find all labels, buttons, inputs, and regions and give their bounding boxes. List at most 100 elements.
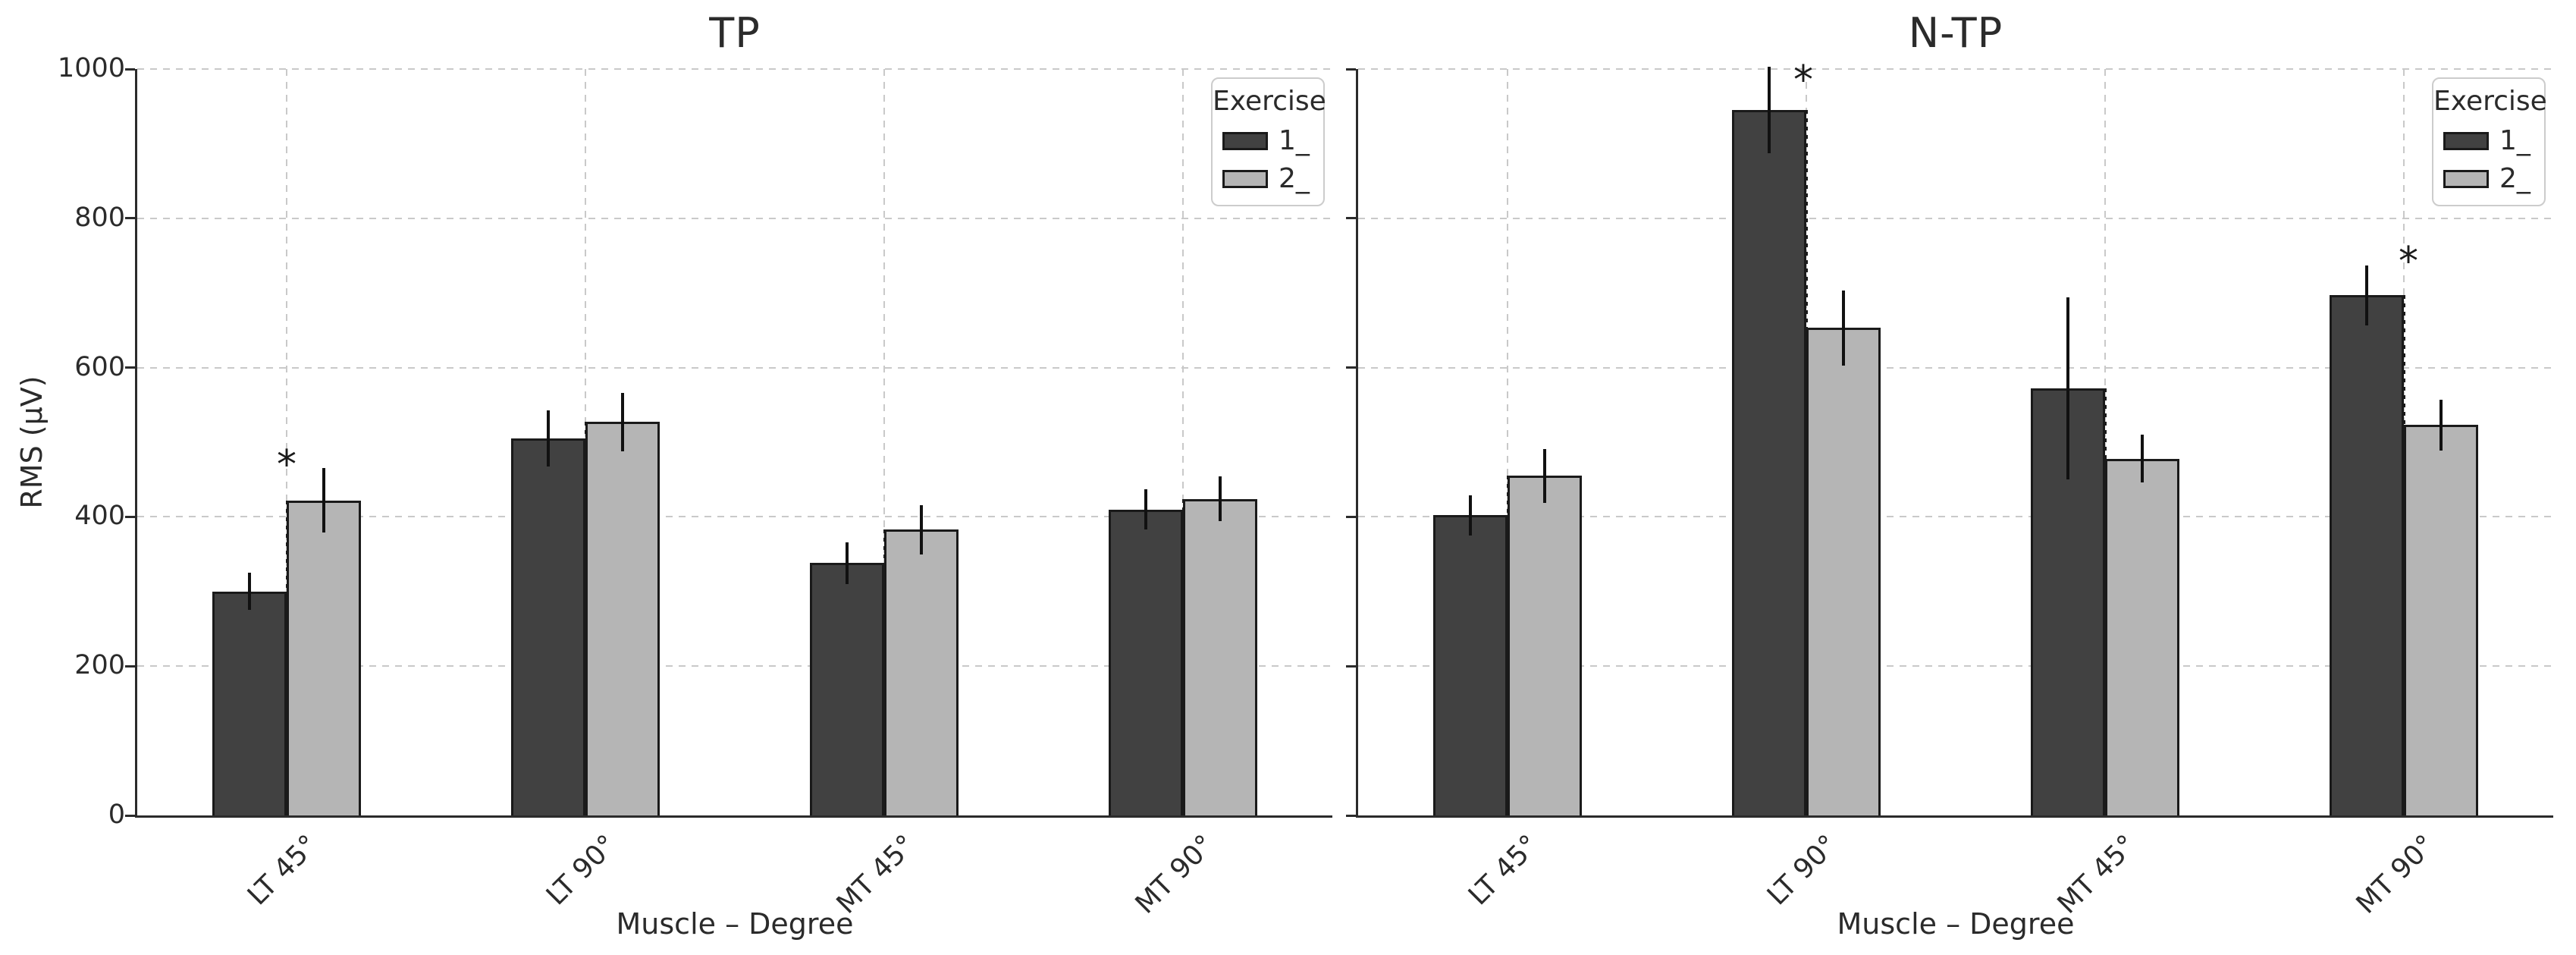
error-bar [2440,399,2443,451]
error-bar [322,468,325,533]
error-bar [1842,291,1845,366]
x-tick-label: MT 45° [2051,829,2142,920]
y-tick-mark [125,515,135,518]
legend-entry-exercise2: 2_ [1222,164,1323,194]
bar-n-tp-2-exercise1 [1732,110,1806,815]
x-tick-label: LT 45° [1462,829,1545,912]
y-axis-label: RMS (μV) [15,375,49,509]
error-bar [1469,495,1472,536]
error-bar [1144,489,1147,530]
x-tick-label: MT 90° [1129,829,1220,920]
gridline-y-600 [137,366,1332,369]
y-tick-mark [1346,664,1356,668]
gridline-y-200 [137,665,1332,668]
gridline-y-200 [1358,665,2553,668]
gridline-y-1000 [137,68,1332,70]
legend-title: Exercise [1213,86,1326,117]
bar-n-tp-3-exercise2 [2105,458,2179,815]
error-bar [547,410,550,467]
bar-n-tp-1-exercise1 [1433,515,1508,815]
error-bar [2141,435,2144,483]
legend-entry-exercise1: 1_ [2443,126,2544,156]
subplot-ntp: N-TP Exercise 1_ 2_ LT 45° LT 90° MT 45° MT… [1346,0,2553,955]
x-axis-spine [135,815,1332,818]
bar-tp-2-exercise1 [511,438,585,815]
error-bar [920,504,923,554]
legend: Exercise 1_ 2_ [1211,77,1326,206]
y-tick-mark [1346,515,1356,518]
legend-swatch-exercise1 [1222,132,1268,150]
bar-tp-1-exercise1 [212,591,287,815]
x-tick-label: LT 90° [540,829,623,912]
legend-label-exercise2: 2_ [1279,163,1310,194]
group-divider [1507,476,1509,815]
group-divider [2104,388,2107,815]
bar-n-tp-2-exercise2 [1806,328,1881,815]
subplot-title-tp: TP [709,9,761,57]
error-bar [1219,476,1222,522]
bar-tp-4-exercise2 [1183,498,1257,815]
error-bar [2365,265,2368,325]
y-tick-mark [1346,68,1356,71]
error-bar [248,573,251,611]
gridline-y-800 [1358,217,2553,219]
group-divider [585,422,587,815]
y-axis-spine [1356,69,1358,818]
y-axis-spine [135,69,137,818]
bar-tp-4-exercise1 [1109,509,1183,815]
x-tick-label: LT 45° [241,829,324,912]
x-axis-label-tp: Muscle – Degree [616,907,854,941]
legend-entry-exercise2: 2_ [2443,164,2544,194]
y-tick-mark [125,664,135,668]
y-tick-mark [1346,217,1356,220]
error-bar [621,393,624,451]
error-bar [2066,297,2069,480]
bar-n-tp-4-exercise1 [2330,295,2404,815]
group-divider [1182,498,1184,815]
x-tick-label: MT 45° [830,829,921,920]
bar-tp-3-exercise2 [884,529,959,815]
gridline-x [286,69,287,815]
y-tick-label: 800 [74,202,125,233]
legend: Exercise 1_ 2_ [2432,77,2547,206]
legend-entry-exercise1: 1_ [1222,126,1323,156]
bar-n-tp-1-exercise2 [1508,476,1582,815]
significance-asterisk: * [277,441,297,488]
y-tick-label: 600 [74,351,125,382]
plot-area-tp: Exercise 1_ 2_ 0 200 400 600 800 1000 LT 45° LT… [58,55,1332,920]
gridline-x [883,69,885,815]
x-tick-label: MT 90° [2350,829,2441,920]
gridline-x [1182,69,1184,815]
y-tick-mark [125,68,135,71]
y-tick-mark [1346,366,1356,369]
gridline-y-400 [137,516,1332,518]
gridline-y-800 [137,217,1332,219]
subplot-title-ntp: N-TP [1908,9,2003,57]
group-divider [883,529,886,815]
y-tick-label: 400 [74,501,125,532]
gridline-y-1000 [1358,68,2553,70]
group-divider [1806,110,1808,815]
bar-tp-1-exercise2 [287,500,361,815]
gridline-y-400 [1358,516,2553,518]
legend-title: Exercise [2433,86,2547,117]
gridline-x [1507,69,1508,815]
legend-swatch-exercise1 [2443,132,2489,150]
significance-asterisk: * [1793,57,1813,103]
legend-swatch-exercise2 [1222,170,1268,188]
y-tick-label: 200 [74,650,125,681]
group-divider [286,500,288,815]
x-axis-label-ntp: Muscle – Degree [1837,907,2075,941]
error-bar [846,542,849,584]
bar-n-tp-4-exercise2 [2404,425,2478,815]
error-bar [1543,448,1546,503]
x-axis-spine [1356,815,2553,818]
legend-label-exercise1: 1_ [1279,125,1310,156]
subplot-tp: TP Exercise 1_ 2_ 0 200 400 600 800 1000 LT 45… [58,0,1332,955]
bar-tp-2-exercise2 [585,422,660,815]
y-tick-label: 1000 [57,53,125,83]
legend-swatch-exercise2 [2443,170,2489,188]
legend-label-exercise1: 1_ [2499,125,2531,156]
y-tick-mark [125,217,135,220]
